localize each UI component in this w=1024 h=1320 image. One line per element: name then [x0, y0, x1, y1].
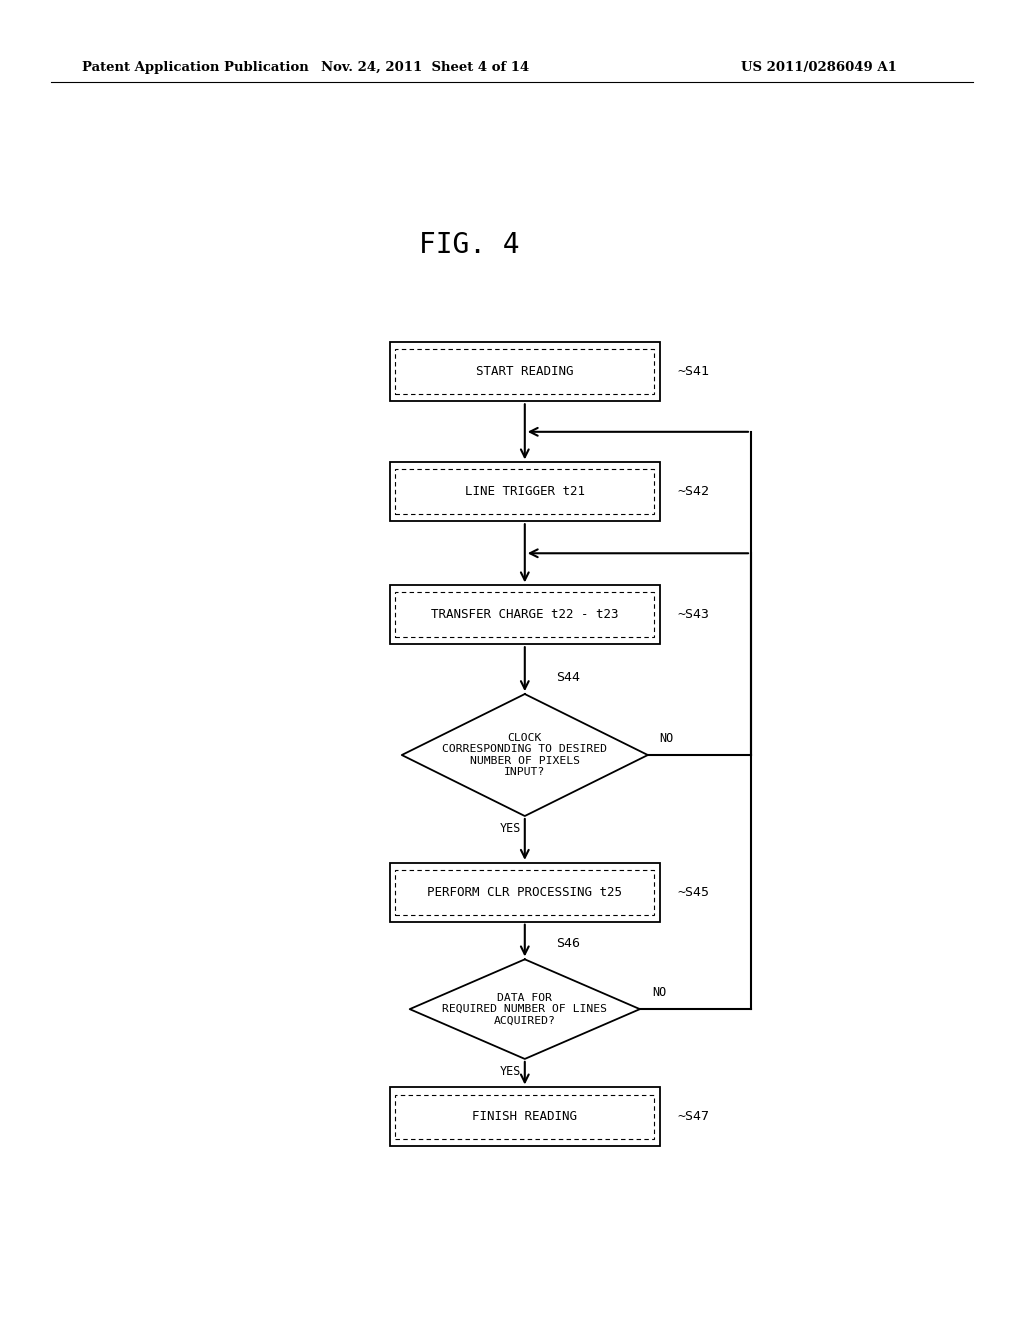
Text: ~S42: ~S42 [677, 486, 710, 498]
Text: ~S43: ~S43 [677, 609, 710, 622]
Bar [395, 470, 654, 515]
Bar [395, 870, 654, 915]
Text: NO: NO [652, 986, 666, 999]
Text: Nov. 24, 2011  Sheet 4 of 14: Nov. 24, 2011 Sheet 4 of 14 [321, 61, 529, 74]
Text: YES: YES [500, 822, 521, 836]
Text: ~S47: ~S47 [677, 1110, 710, 1123]
Bar [390, 342, 659, 401]
Text: CLOCK
CORRESPONDING TO DESIRED
NUMBER OF PIXELS
INPUT?: CLOCK CORRESPONDING TO DESIRED NUMBER OF… [442, 733, 607, 777]
Text: LINE TRIGGER t21: LINE TRIGGER t21 [465, 486, 585, 498]
Text: PERFORM CLR PROCESSING t25: PERFORM CLR PROCESSING t25 [427, 886, 623, 899]
Text: ~S41: ~S41 [677, 366, 710, 379]
Text: NO: NO [659, 731, 674, 744]
Text: FIG. 4: FIG. 4 [419, 231, 519, 259]
Bar [395, 593, 654, 638]
Text: ~S45: ~S45 [677, 886, 710, 899]
Text: DATA FOR
REQUIRED NUMBER OF LINES
ACQUIRED?: DATA FOR REQUIRED NUMBER OF LINES ACQUIR… [442, 993, 607, 1026]
Text: TRANSFER CHARGE t22 - t23: TRANSFER CHARGE t22 - t23 [431, 609, 618, 622]
Bar [390, 863, 659, 921]
Text: Patent Application Publication: Patent Application Publication [82, 61, 308, 74]
Bar [395, 1094, 654, 1139]
Text: FINISH READING: FINISH READING [472, 1110, 578, 1123]
Bar [390, 1088, 659, 1146]
Text: YES: YES [500, 1065, 521, 1078]
Bar [390, 462, 659, 521]
Text: S44: S44 [557, 672, 581, 684]
Text: US 2011/0286049 A1: US 2011/0286049 A1 [741, 61, 897, 74]
Bar [390, 585, 659, 644]
Text: S46: S46 [557, 937, 581, 949]
Text: START READING: START READING [476, 366, 573, 379]
Bar [395, 350, 654, 395]
